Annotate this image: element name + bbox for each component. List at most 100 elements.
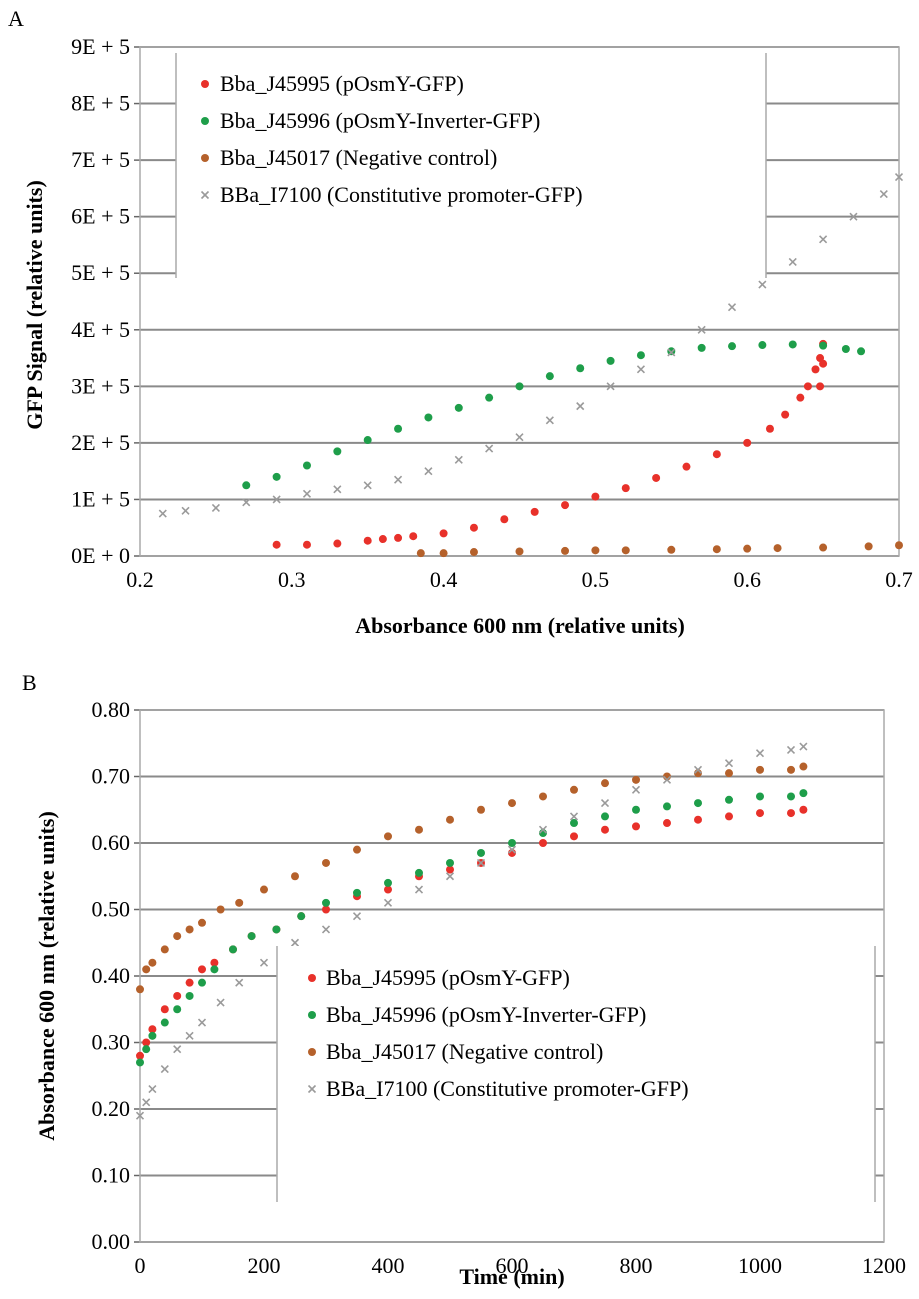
data-point (765, 424, 774, 433)
legend-marker (308, 1048, 316, 1056)
data-point (508, 799, 516, 808)
data-point (631, 785, 641, 794)
panel-letter: B (22, 670, 37, 695)
data-point-stroke (321, 925, 331, 934)
legend-label: Bba_J45995 (pOsmY-GFP) (220, 71, 464, 96)
data-point (786, 745, 796, 754)
data-point-stroke (724, 759, 734, 768)
legend-marker (201, 117, 209, 125)
data-point-stroke (393, 475, 403, 484)
data-point-stroke (302, 489, 312, 498)
data-point (198, 965, 206, 974)
data-point-stroke (894, 173, 904, 182)
data-point (210, 958, 219, 967)
data-point (788, 257, 797, 266)
data-point-stroke (454, 455, 463, 464)
data-points (135, 742, 808, 1120)
data-point (185, 1031, 194, 1040)
data-point-stroke (545, 416, 554, 425)
data-point (561, 546, 570, 555)
data-point (135, 1111, 145, 1120)
data-point (621, 546, 630, 555)
data-point-stroke (216, 998, 225, 1007)
data-point-stroke (290, 938, 300, 947)
data-point (894, 173, 904, 182)
data-point-stroke (445, 872, 455, 881)
legend-items: Bba_J45995 (pOsmY-GFP) Bba_J45996 (pOsmY-… (200, 71, 583, 207)
data-point-stroke (383, 898, 393, 907)
data-point (601, 825, 609, 834)
data-point (160, 1018, 169, 1027)
data-point-stroke (197, 1018, 207, 1027)
panel-letter: A (8, 6, 24, 31)
data-point (632, 805, 640, 814)
data-point (148, 1025, 157, 1034)
data-point (864, 542, 873, 551)
data-point-stroke (693, 765, 703, 774)
data-point (515, 547, 524, 556)
data-points (158, 173, 904, 558)
data-point (383, 898, 393, 907)
data-point (211, 503, 220, 512)
data-point (694, 799, 702, 808)
data-point (384, 885, 392, 894)
data-point (272, 472, 281, 481)
data-point (439, 549, 448, 558)
legend-marker (201, 80, 209, 88)
data-point-stroke (242, 498, 251, 507)
data-point (819, 543, 828, 552)
data-point (142, 1045, 151, 1054)
data-point (476, 858, 486, 868)
data-point (333, 485, 342, 494)
data-point (378, 535, 387, 544)
data-point (819, 359, 828, 368)
data-point-stroke (333, 485, 342, 494)
data-point (758, 341, 767, 350)
data-point (297, 912, 306, 921)
data-point-stroke (576, 402, 585, 411)
data-point (632, 822, 640, 831)
data-point (384, 878, 392, 887)
data-point (469, 548, 478, 557)
data-point (322, 905, 330, 914)
data-point (445, 872, 455, 881)
data-point (333, 447, 342, 456)
data-point (712, 545, 721, 554)
legend-background (176, 53, 766, 278)
data-point-stroke (786, 745, 796, 754)
data-point (352, 912, 362, 921)
data-point (216, 905, 225, 914)
data-point-stroke (758, 280, 767, 289)
data-point-stroke (667, 348, 676, 357)
data-point (439, 529, 448, 538)
data-point (636, 351, 645, 360)
data-point (758, 280, 767, 289)
data-point (394, 424, 403, 433)
data-point (424, 467, 433, 476)
data-point (446, 815, 454, 824)
data-point-stroke (636, 365, 646, 374)
data-point (210, 965, 219, 974)
data-point (819, 235, 828, 244)
legend-label: BBa_I7100 (Constitutive promoter-GFP) (326, 1076, 689, 1101)
data-point (142, 1098, 151, 1107)
data-point (363, 536, 372, 545)
data-point-stroke (631, 785, 641, 794)
data-point (173, 1005, 182, 1014)
data-point (601, 812, 609, 821)
legend-marker (308, 974, 316, 982)
data-point (409, 532, 418, 541)
data-point (787, 765, 795, 774)
data-point (302, 489, 312, 498)
data-point (415, 868, 423, 877)
data-point (570, 819, 578, 828)
data-point-stroke (849, 212, 858, 221)
data-point (796, 393, 805, 402)
data-point (530, 507, 539, 516)
legend-label: Bba_J45017 (Negative control) (220, 145, 497, 170)
data-point-stroke (662, 775, 672, 784)
data-point-stroke (158, 509, 167, 518)
data-point (849, 212, 858, 221)
data-point (454, 403, 463, 412)
data-point (725, 769, 733, 778)
